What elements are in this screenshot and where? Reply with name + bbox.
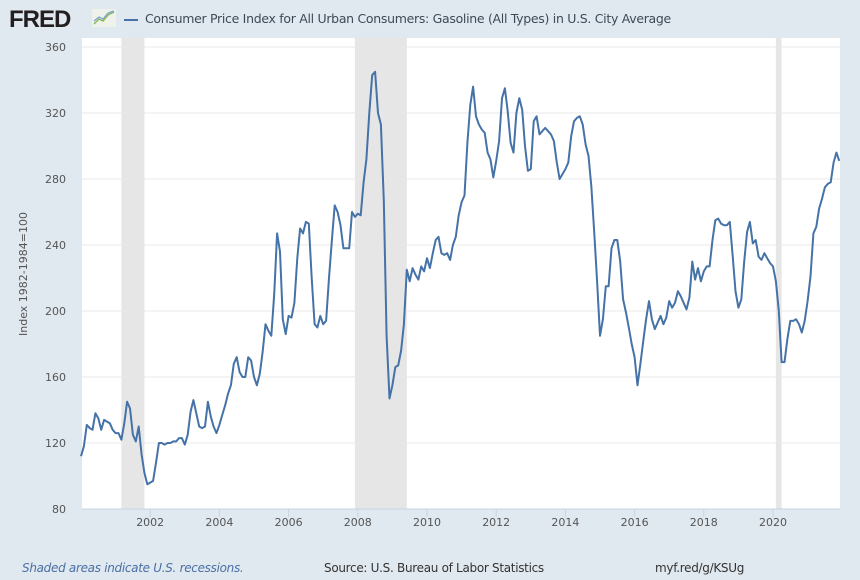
recession-band <box>354 38 407 509</box>
x-tick-label: 2018 <box>690 516 718 529</box>
chart-title: Consumer Price Index for All Urban Consu… <box>145 11 671 26</box>
short-url-link[interactable]: myf.red/g/KSUg <box>655 561 745 575</box>
legend-swatch <box>124 19 138 21</box>
x-tick-label: 2014 <box>551 516 579 529</box>
y-tick-label: 240 <box>45 239 66 252</box>
x-tick-label: 2008 <box>344 516 372 529</box>
y-tick-label: 280 <box>45 173 66 186</box>
plot-area <box>82 38 840 509</box>
recession-band <box>775 38 782 509</box>
chart-header: FRED Consumer Price Index for All Urban … <box>0 0 860 38</box>
fred-logo[interactable]: FRED <box>9 6 71 33</box>
fred-graph-icon <box>92 9 116 27</box>
x-tick-label: 2002 <box>136 516 164 529</box>
y-tick-label: 160 <box>45 371 66 384</box>
y-axis-label: Index 1982-1984=100 <box>17 212 30 336</box>
source-text: Source: U.S. Bureau of Labor Statistics <box>324 561 544 575</box>
x-tick-label: 2004 <box>205 516 233 529</box>
y-tick-label: 120 <box>45 437 66 450</box>
x-tick-label: 2020 <box>759 516 787 529</box>
x-axis: 2002 2004 2006 2008 2010 2012 2014 2016 2018 2020 <box>136 509 787 529</box>
x-tick-label: 2012 <box>482 516 510 529</box>
recession-band <box>121 38 145 509</box>
x-tick-label: 2010 <box>413 516 441 529</box>
recession-shading <box>121 38 782 509</box>
y-tick-label: 80 <box>52 503 66 516</box>
x-tick-label: 2006 <box>275 516 303 529</box>
series-line[interactable] <box>80 70 841 486</box>
recession-note: Shaded areas indicate U.S. recessions. <box>22 561 244 575</box>
x-tick-label: 2016 <box>621 516 649 529</box>
y-tick-label: 200 <box>45 305 66 318</box>
y-axis: 80 120 160 200 240 280 320 360 <box>45 41 66 516</box>
y-tick-label: 320 <box>45 107 66 120</box>
y-tick-label: 360 <box>45 41 66 54</box>
gridlines <box>82 46 840 444</box>
